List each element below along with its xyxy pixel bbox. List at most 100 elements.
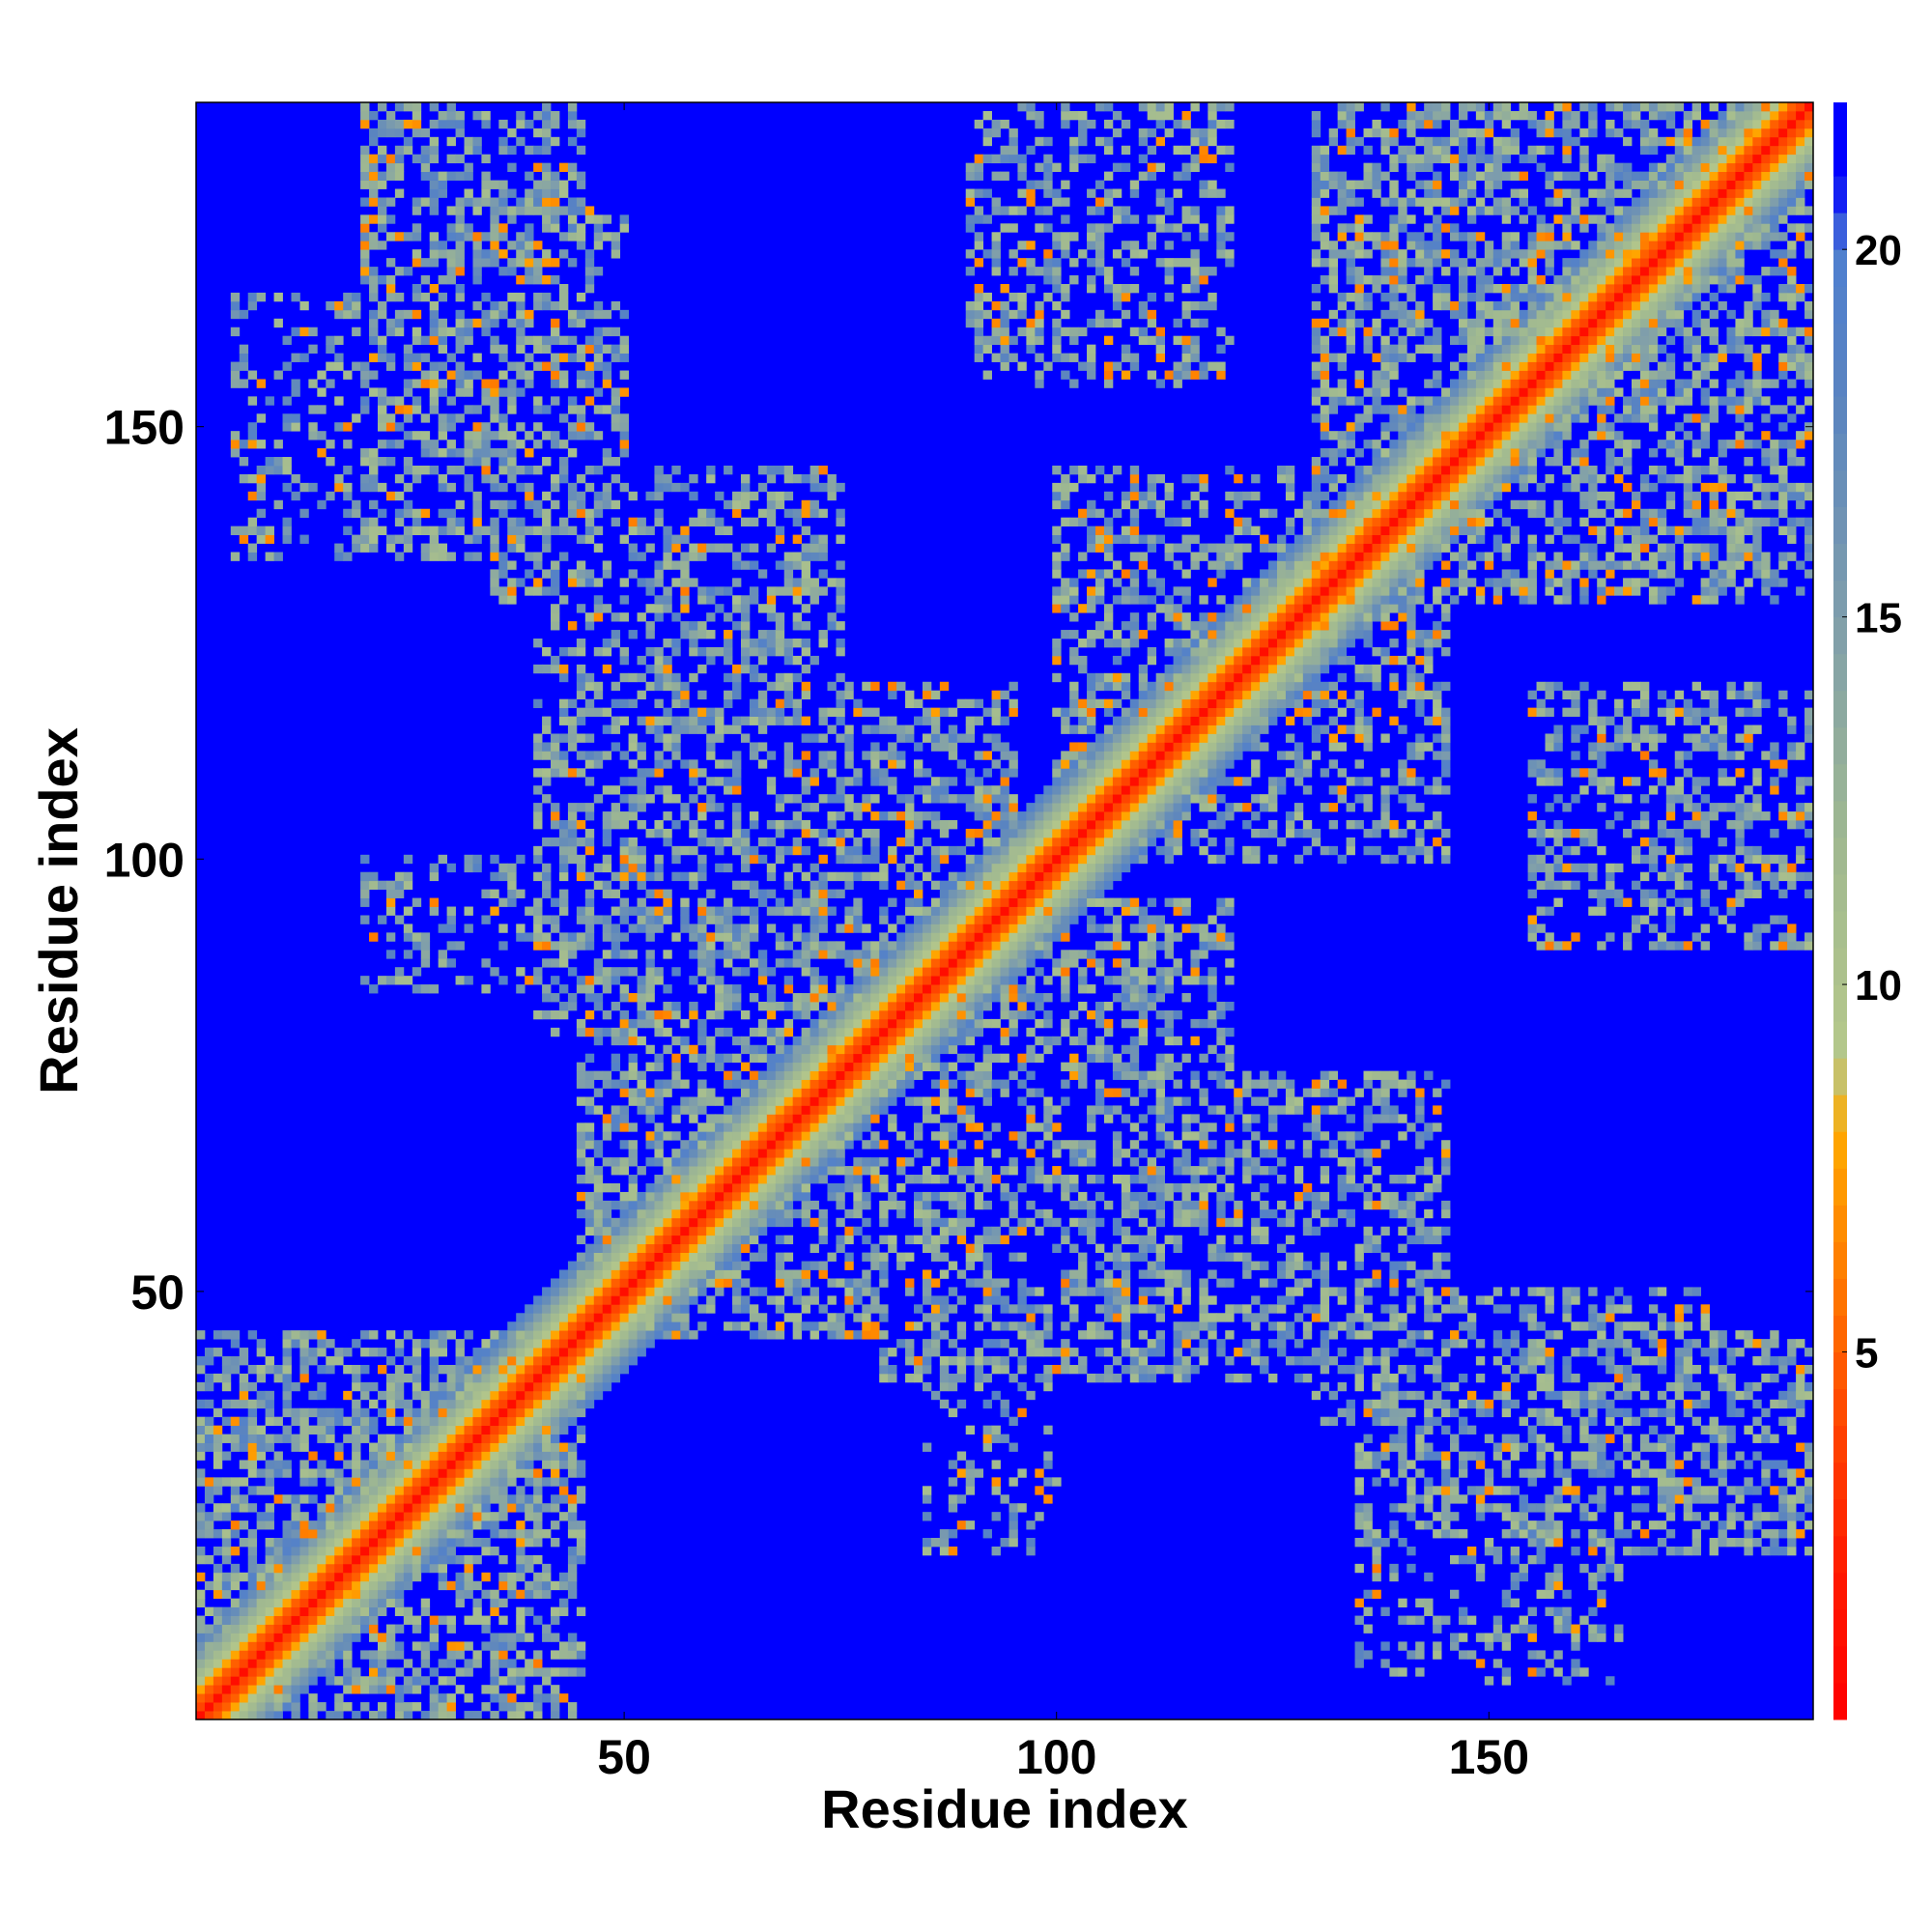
- heatmap-cell: [853, 1131, 863, 1141]
- heatmap-cell: [567, 1339, 578, 1349]
- heatmap-cell: [619, 534, 629, 544]
- heatmap-cell: [645, 1191, 655, 1202]
- heatmap-cell: [567, 1494, 578, 1504]
- heatmap-cell: [879, 1018, 889, 1029]
- heatmap-cell: [775, 1235, 785, 1245]
- heatmap-cell: [593, 267, 604, 276]
- heatmap-cell: [542, 1381, 552, 1392]
- heatmap-cell: [403, 1416, 413, 1427]
- heatmap-cell: [403, 102, 413, 112]
- heatmap-cell: [818, 923, 828, 933]
- heatmap-cell: [879, 1200, 889, 1210]
- heatmap-cell: [196, 1641, 206, 1651]
- heatmap-cell: [551, 180, 560, 189]
- heatmap-cell: [671, 1330, 681, 1340]
- heatmap-cell: [230, 526, 241, 535]
- heatmap-cell: [576, 422, 586, 432]
- heatmap-cell: [247, 1364, 258, 1375]
- heatmap-cell: [619, 1208, 629, 1219]
- heatmap-cell: [403, 1373, 413, 1383]
- heatmap-cell: [888, 897, 897, 907]
- heatmap-cell: [715, 820, 724, 830]
- heatmap-cell: [542, 1460, 552, 1469]
- heatmap-cell: [757, 690, 768, 700]
- heatmap-cell: [369, 534, 379, 544]
- heatmap-cell: [239, 1624, 249, 1634]
- heatmap-cell: [749, 1088, 759, 1097]
- heatmap-cell: [507, 405, 517, 414]
- heatmap-cell: [507, 871, 517, 882]
- heatmap-cell: [922, 1235, 932, 1245]
- heatmap-cell: [680, 1243, 690, 1253]
- heatmap-cell: [567, 768, 578, 778]
- heatmap-cell: [801, 1079, 810, 1089]
- heatmap-cell: [265, 1667, 274, 1677]
- heatmap-cell: [525, 1580, 534, 1591]
- heatmap-cell: [542, 794, 552, 804]
- heatmap-cell: [576, 932, 586, 942]
- heatmap-cell: [818, 871, 828, 882]
- heatmap-cell: [360, 370, 370, 380]
- heatmap-cell: [558, 1313, 569, 1322]
- heatmap-cell: [438, 1546, 447, 1556]
- heatmap-cell: [291, 1598, 300, 1608]
- heatmap-cell: [766, 1070, 777, 1080]
- heatmap-cell: [558, 1580, 569, 1591]
- heatmap-cell: [870, 1001, 880, 1011]
- heatmap-cell: [542, 915, 552, 924]
- heatmap-cell: [247, 1546, 258, 1556]
- heatmap-cell: [766, 1027, 777, 1037]
- heatmap-cell: [663, 639, 672, 648]
- heatmap-cell: [455, 1356, 465, 1366]
- heatmap-cell: [472, 1520, 482, 1530]
- heatmap-cell: [757, 950, 768, 959]
- heatmap-cell: [455, 1650, 465, 1660]
- heatmap-cell: [593, 1235, 604, 1245]
- heatmap-cell: [827, 1252, 837, 1262]
- heatmap-cell: [377, 915, 387, 924]
- heatmap-cell: [256, 1606, 267, 1616]
- heatmap-cell: [680, 1175, 690, 1184]
- heatmap-cell: [481, 1546, 491, 1556]
- heatmap-cell: [888, 1044, 897, 1055]
- heatmap-cell: [783, 976, 794, 985]
- heatmap-cell: [593, 1339, 604, 1349]
- heatmap-cell: [645, 828, 655, 838]
- heatmap-cell: [420, 932, 431, 942]
- heatmap-cell: [429, 1494, 440, 1504]
- heatmap-cell: [611, 353, 621, 362]
- heatmap-cell: [870, 759, 880, 769]
- heatmap-cell: [299, 1546, 309, 1556]
- heatmap-cell: [602, 1070, 612, 1080]
- heatmap-cell: [706, 1166, 716, 1176]
- heatmap-cell: [507, 578, 517, 587]
- heatmap-cell: [810, 1140, 819, 1150]
- heatmap-cell: [654, 759, 664, 769]
- heatmap-cell: [455, 197, 465, 207]
- heatmap-cell: [584, 1261, 595, 1270]
- heatmap-cell: [525, 232, 534, 242]
- heatmap-cell: [196, 1546, 206, 1556]
- heatmap-cell: [724, 1070, 733, 1080]
- heatmap-cell: [230, 1702, 241, 1712]
- heatmap-cell: [455, 171, 465, 181]
- heatmap-cell: [576, 1321, 586, 1331]
- heatmap-cell: [584, 672, 595, 683]
- heatmap-cell: [724, 698, 733, 709]
- heatmap-cell: [516, 1460, 526, 1469]
- heatmap-cell: [567, 742, 578, 752]
- heatmap-cell: [783, 465, 794, 475]
- heatmap-cell: [810, 482, 819, 493]
- heatmap-cell: [464, 335, 473, 346]
- heatmap-cell: [308, 1624, 318, 1634]
- heatmap-cell: [256, 1598, 267, 1608]
- heatmap-cell: [516, 1373, 526, 1383]
- heatmap-cell: [533, 1339, 543, 1349]
- heatmap-cell: [498, 1693, 508, 1703]
- heatmap-cell: [818, 1036, 828, 1046]
- heatmap-cell: [584, 1339, 595, 1349]
- heatmap-cell: [343, 1659, 353, 1668]
- heatmap-cell: [689, 1252, 698, 1262]
- heatmap-cell: [715, 1131, 724, 1141]
- heatmap-cell: [429, 241, 440, 250]
